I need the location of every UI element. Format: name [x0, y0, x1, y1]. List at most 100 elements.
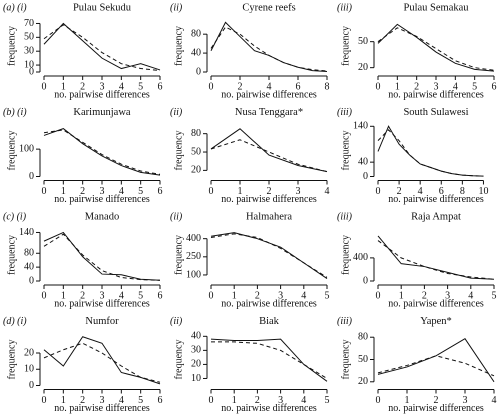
panel-title: Karimunjawa — [73, 107, 130, 118]
panel-label: (ii) — [170, 107, 183, 118]
y-tick-label: 250 — [186, 251, 201, 262]
x-axis-label: no. pairwise differences — [388, 194, 484, 205]
panel-label: (iii) — [337, 211, 353, 222]
y-tick-label: 10 — [24, 364, 34, 375]
x-tick-label: 5 — [138, 186, 143, 197]
x-tick-label: 3 — [100, 81, 105, 92]
x-tick-label: 0 — [209, 186, 214, 197]
y-tick-label: 30 — [191, 345, 201, 356]
x-axis-label: no. pairwise differences — [388, 298, 484, 309]
panel-title: Nusa Tenggara* — [235, 107, 303, 118]
observed-line — [210, 232, 328, 279]
x-axis-label: no. pairwise differences — [54, 194, 150, 205]
x-tick-label: 1 — [405, 395, 410, 406]
y-axis-label: frequency — [340, 340, 351, 380]
y-tick-label: 0 — [29, 66, 34, 77]
x-tick-label: 5 — [492, 290, 497, 301]
x-tick-label: 0 — [42, 81, 47, 92]
expected-line — [43, 129, 161, 175]
observed-line — [377, 235, 495, 280]
observed-line — [210, 128, 328, 173]
panel-title: Pulau Sekudu — [73, 2, 132, 13]
x-tick-label: 6 — [492, 81, 497, 92]
y-tick-label: 20 — [358, 376, 368, 387]
y-axis-label: frequency — [340, 26, 351, 66]
x-tick-label: 3 — [434, 81, 439, 92]
panel-label: (ii) — [170, 2, 183, 13]
x-tick-label: 1 — [399, 290, 404, 301]
y-tick-label: 400 — [186, 233, 201, 244]
expected-line — [211, 341, 328, 379]
expected-line — [377, 27, 495, 71]
panel-title: Biak — [259, 316, 280, 327]
x-tick-label: 0 — [376, 186, 381, 197]
x-axis-label: no. pairwise differences — [221, 194, 317, 205]
x-tick-label: 6 — [158, 81, 163, 92]
expected-line — [377, 129, 484, 177]
observed-line — [43, 128, 161, 176]
y-axis-label: frequency — [340, 235, 351, 275]
y-tick-label: 100 — [19, 143, 34, 154]
panel-label: (b) (i) — [3, 107, 27, 118]
x-tick-label: 2 — [80, 186, 85, 197]
x-axis-label: no. pairwise differences — [388, 89, 484, 100]
panel-title: Numfor — [85, 316, 119, 327]
panel-title: Manado — [85, 211, 119, 222]
x-tick-label: 4 — [119, 81, 124, 92]
y-tick-label: 20 — [24, 347, 34, 358]
x-tick-label: 1 — [395, 81, 400, 92]
y-tick-label: 40 — [358, 156, 368, 167]
x-tick-label: 4 — [325, 186, 330, 197]
y-tick-label: 140 — [353, 121, 368, 132]
x-tick-label: 5 — [325, 290, 330, 301]
x-tick-label: 4 — [301, 290, 306, 301]
y-tick-label: 0 — [29, 275, 34, 286]
panel-title: Raja Ampat — [411, 211, 461, 222]
panel-label: (a) (i) — [3, 2, 27, 13]
x-tick-label: 2 — [414, 81, 419, 92]
y-axis-label: frequency — [6, 26, 17, 66]
x-tick-label: 3 — [463, 395, 468, 406]
expected-line — [43, 233, 161, 281]
x-tick-label: 5 — [138, 81, 143, 92]
x-tick-label: 2 — [422, 290, 427, 301]
y-tick-label: 10 — [24, 59, 34, 70]
y-axis-label: frequency — [173, 235, 184, 275]
x-tick-label: 8 — [325, 81, 330, 92]
x-tick-label: 2 — [80, 290, 85, 301]
observed-line — [377, 338, 495, 383]
panel-label: (ii) — [170, 211, 183, 222]
x-tick-label: 1 — [61, 290, 66, 301]
y-tick-label: 50 — [24, 32, 34, 43]
y-tick-label: 0 — [363, 275, 368, 286]
x-tick-label: 1 — [61, 395, 66, 406]
expected-line — [377, 355, 495, 377]
x-tick-label: 2 — [397, 186, 402, 197]
y-tick-label: 20 — [191, 359, 201, 370]
x-tick-label: 6 — [158, 395, 163, 406]
y-tick-label: 30 — [24, 45, 34, 56]
x-tick-label: 2 — [80, 395, 85, 406]
y-tick-label: 40 — [24, 261, 34, 272]
y-axis-label: frequency — [6, 235, 17, 275]
y-tick-label: 70 — [24, 18, 34, 29]
y-axis-label: frequency — [173, 131, 184, 171]
x-axis-label: no. pairwise differences — [54, 89, 150, 100]
y-tick-label: 50 — [191, 146, 201, 157]
x-tick-label: 3 — [100, 290, 105, 301]
panel-title: Pulau Semakau — [403, 2, 469, 13]
y-tick-label: 0 — [196, 66, 201, 77]
observed-line — [43, 231, 161, 281]
panel-label: (iii) — [337, 107, 353, 118]
expected-line — [210, 139, 328, 173]
x-tick-label: 4 — [267, 81, 272, 92]
y-tick-label: 0 — [29, 380, 34, 391]
x-tick-label: 4 — [119, 395, 124, 406]
y-tick-label: 80 — [24, 248, 34, 259]
y-tick-label: 0 — [363, 171, 368, 182]
expected-line — [377, 240, 495, 280]
x-tick-label: 2 — [255, 290, 260, 301]
x-tick-label: 1 — [232, 290, 237, 301]
x-tick-label: 4 — [453, 81, 458, 92]
y-tick-label: 50 — [358, 354, 368, 365]
